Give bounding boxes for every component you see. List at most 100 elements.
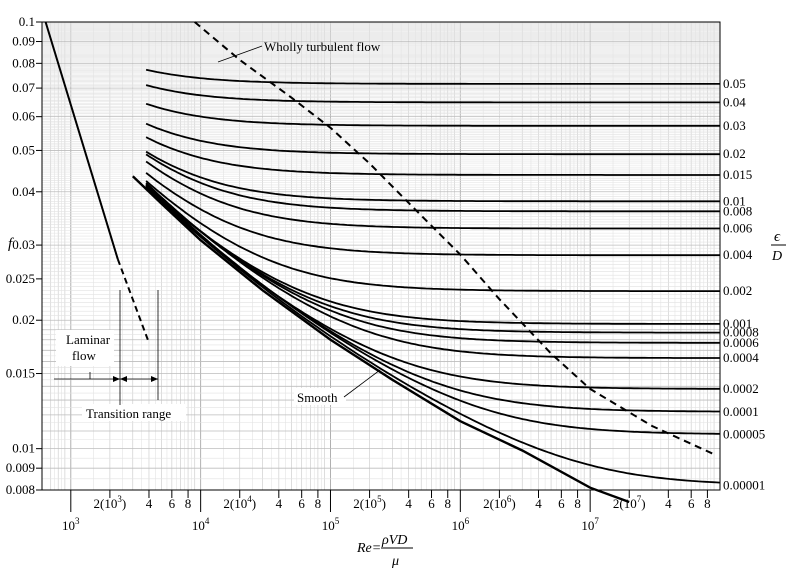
x-tick-label: 4 <box>146 496 153 511</box>
x-decade-label: 103 <box>62 516 80 533</box>
roughness-curve <box>145 172 720 257</box>
y-tick-label: 0.03 <box>12 237 35 252</box>
roughness-label: 0.004 <box>723 247 753 262</box>
y-tick-label: 0.08 <box>12 55 35 70</box>
x-tick-labels: 2(103) 4 6 8 2(104) 4 6 8 2(105) 4 6 8 2(106) 4 6 8 2(10… <box>62 490 711 533</box>
transition-range-label: Transition range <box>86 406 171 421</box>
roughness-label: 0.0001 <box>723 404 759 419</box>
y-tick-label: 0.05 <box>12 142 35 157</box>
laminar-label-line2: flow <box>72 348 96 363</box>
special-lines <box>44 21 715 504</box>
roughness-label: 0.01 <box>723 193 746 208</box>
roughness-curve <box>145 102 720 127</box>
roughness-curve <box>145 84 720 104</box>
roughness-label: 0.0002 <box>723 381 759 396</box>
roughness-label: 0.002 <box>723 283 752 298</box>
x-decade-label: 106 <box>452 516 470 533</box>
roughness-label: 0.0008 <box>723 325 759 340</box>
laminar-dashed-extension <box>116 258 150 344</box>
y-tick-label: 0.06 <box>12 109 35 124</box>
roughness-curve <box>145 185 721 484</box>
transition-label-bg <box>82 404 186 421</box>
right-axis-label-numerator: ϵ <box>774 229 781 245</box>
y-tick-label: 0.09 <box>12 34 35 49</box>
roughness-curve <box>145 68 720 85</box>
roughness-curves <box>145 68 721 484</box>
roughness-curve <box>145 153 720 213</box>
smooth-leader <box>343 369 381 398</box>
right-axis-label-denominator: D <box>771 249 782 264</box>
x-tick-label: 8 <box>185 496 192 511</box>
x-tick-label: 4 <box>405 496 412 511</box>
x-axis-label-numerator: ρVD <box>381 533 407 548</box>
x-axis-label-prefix: Re= <box>356 541 381 556</box>
x-tick-label: 6 <box>558 496 565 511</box>
roughness-curve <box>145 182 720 359</box>
laminar-arrow <box>113 376 120 382</box>
x-tick-label: 6 <box>298 496 305 511</box>
roughness-label: 0.008 <box>723 203 752 218</box>
roughness-label: 0.0004 <box>723 350 759 365</box>
smooth-label: Smooth <box>297 390 338 405</box>
smooth-pipe-curve <box>131 175 630 504</box>
y-tick-label: 0.02 <box>12 312 35 327</box>
wholly-turbulent-boundary <box>194 21 715 456</box>
roughness-label: 0.05 <box>723 76 746 91</box>
roughness-label: 0.00005 <box>723 426 765 441</box>
y-tick-label: 0.015 <box>6 366 35 381</box>
y-tick-label: 0.04 <box>12 184 35 199</box>
x-tick-label: 6 <box>428 496 435 511</box>
x-decade-label: 105 <box>322 516 340 533</box>
x-decade-label: 107 <box>581 516 599 533</box>
roughness-label: 0.0006 <box>723 335 759 350</box>
y-tick-label: 0.1 <box>19 14 35 29</box>
y-tick-labels: 0.1 0.09 0.08 0.07 0.06 0.05 0.04 0.03 0.025 0.02… <box>6 14 42 497</box>
roughness-curve <box>145 160 720 230</box>
smooth-label-bg <box>294 388 346 405</box>
roughness-labels: 0.05 0.04 0.03 0.02 0.015 0.010.008 0.006 0.004… <box>723 76 765 493</box>
wholly-turbulent-label: Wholly turbulent flow <box>264 39 381 54</box>
roughness-curve <box>145 184 720 435</box>
roughness-curve <box>145 122 720 156</box>
roughness-curve <box>145 136 720 176</box>
x-axis-label: Re= ρVD μ <box>356 533 413 569</box>
y-axis-label: f <box>8 236 14 252</box>
grid-lines <box>42 22 720 490</box>
right-axis-label: ϵ D <box>771 229 786 264</box>
laminar-line <box>44 21 119 260</box>
x-tick-label: 8 <box>444 496 451 511</box>
roughness-curve <box>145 182 720 344</box>
roughness-curve <box>145 180 720 293</box>
roughness-label: 0.00001 <box>723 477 765 492</box>
roughness-curve <box>145 150 720 203</box>
x-tick-label: 6 <box>169 496 176 511</box>
x-tick-label: 8 <box>574 496 581 511</box>
y-tick-label: 0.009 <box>6 460 35 475</box>
roughness-curve <box>145 184 720 325</box>
x-tick-label: 4 <box>535 496 542 511</box>
y-tick-label: 0.008 <box>6 482 35 497</box>
x-tick-label: 2(107) <box>613 494 646 511</box>
y-tick-label: 0.07 <box>12 80 35 95</box>
roughness-label: 0.03 <box>723 118 746 133</box>
x-axis-label-denominator: μ <box>391 554 399 569</box>
x-tick-label: 2(105) <box>353 494 386 511</box>
x-tick-label: 8 <box>704 496 711 511</box>
roughness-label: 0.04 <box>723 94 746 109</box>
transition-arrow-left <box>120 376 127 382</box>
y-tick-label: 0.01 <box>12 441 35 456</box>
roughness-label: 0.015 <box>723 167 752 182</box>
x-decade-label: 104 <box>192 516 210 533</box>
x-tick-label: 8 <box>315 496 322 511</box>
laminar-label-bg <box>56 330 114 366</box>
x-tick-label: 4 <box>665 496 672 511</box>
x-tick-label: 2(103) <box>94 494 127 511</box>
roughness-label: 0.02 <box>723 146 746 161</box>
roughness-label: 0.001 <box>723 316 752 331</box>
roughness-label: 0.006 <box>723 221 753 236</box>
roughness-curve <box>145 184 720 334</box>
x-tick-label: 4 <box>276 496 283 511</box>
x-tick-label: 6 <box>688 496 695 511</box>
laminar-label-line1: Laminar <box>66 332 111 347</box>
